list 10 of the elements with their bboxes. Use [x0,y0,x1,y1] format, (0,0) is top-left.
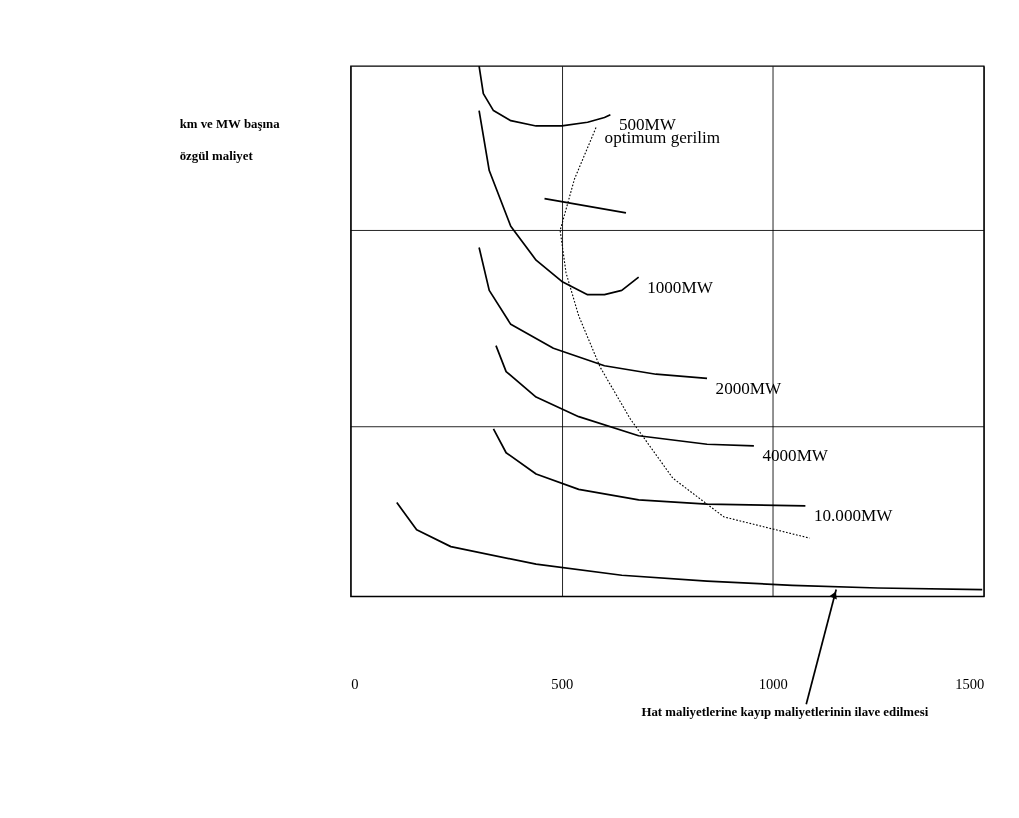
x-tick-label: 500 [551,676,574,693]
series-label: 10.000MW [813,506,894,526]
series-label: 1000MW [647,277,714,297]
series-label: 4000MW [762,446,829,466]
x-tick-label: 1000 [758,676,788,693]
series-label: 2000MW [715,378,783,398]
x-tick-label: 0 [351,676,359,693]
text: km ve MW başına özgül maliyet [179,116,280,164]
annotation: Hat maliyetlerine kayıp maliyetlerinin ilave edilmesi [641,705,929,720]
x-tick-label: 1500 [955,676,985,693]
